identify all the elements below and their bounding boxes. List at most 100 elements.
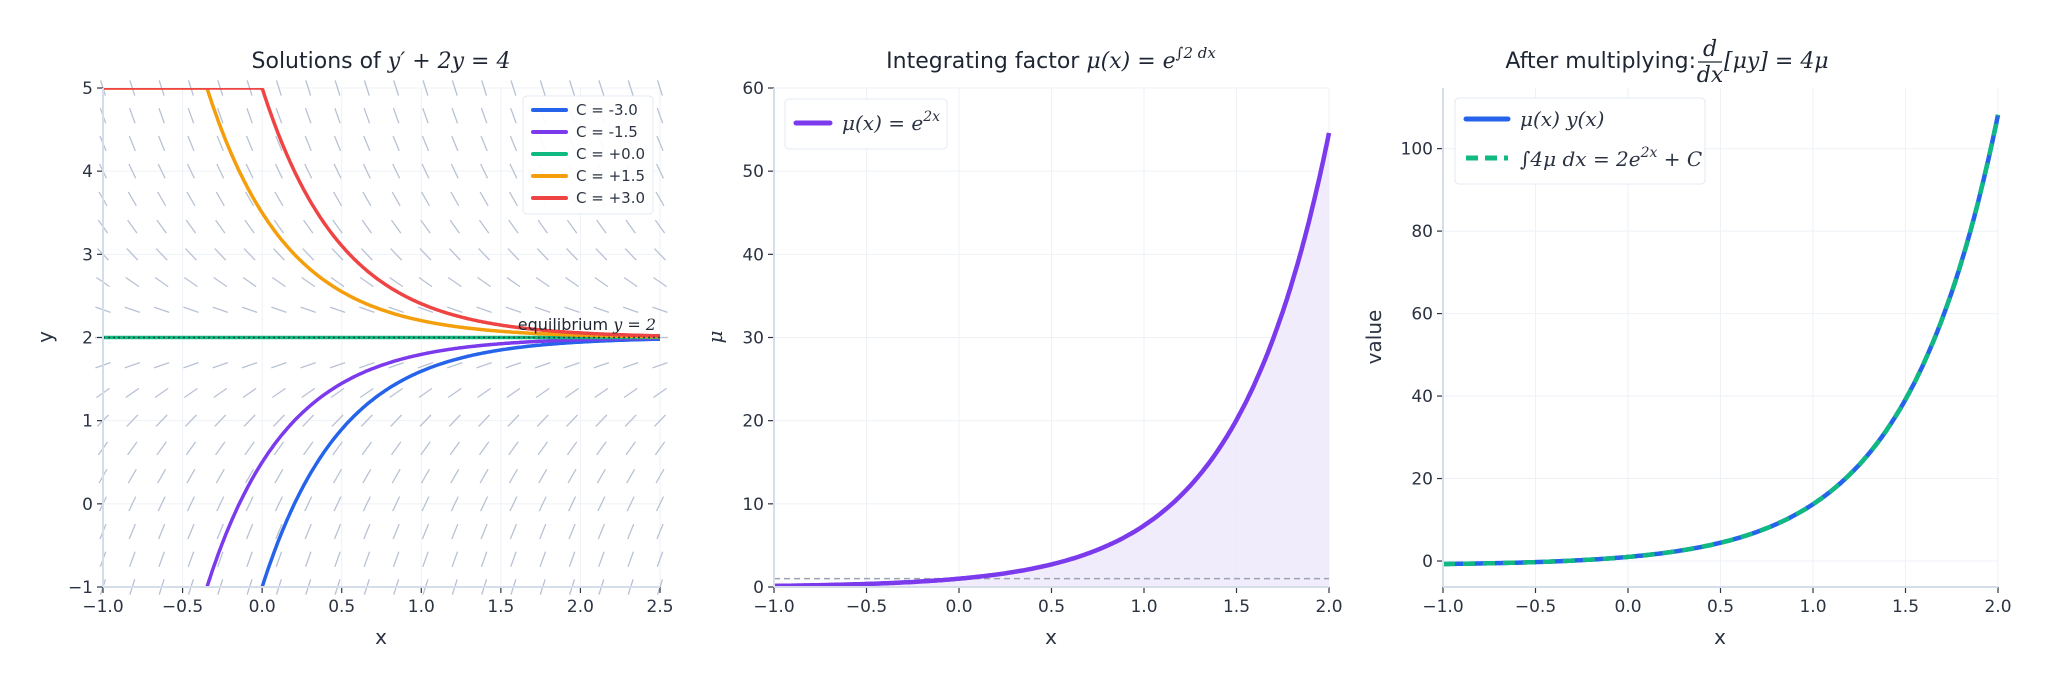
slope-segment: [596, 219, 607, 234]
slope-segment: [128, 135, 136, 152]
slope-segment: [539, 551, 547, 568]
y-tick-label: 3: [82, 245, 93, 265]
slope-segment: [242, 276, 257, 288]
slope-segment: [215, 468, 225, 484]
slope-segment: [534, 306, 551, 314]
slope-segment: [362, 496, 371, 512]
y-tick-label: 40: [742, 245, 764, 265]
slope-segment: [392, 107, 400, 124]
x-tick-label: 0.0: [945, 597, 972, 617]
slope-segment: [509, 496, 518, 512]
slope-segment: [539, 80, 546, 96]
slope-segment: [274, 496, 283, 512]
slope-segment: [418, 276, 433, 288]
slope-segment: [656, 523, 664, 540]
slope-segment: [392, 551, 400, 568]
legend: C = -3.0 C = -1.5 C = +0.0 C = +1.5 C = +3.0: [522, 95, 654, 215]
slope-segment: [363, 551, 371, 568]
slope-segment: [593, 306, 610, 314]
slope-segment: [656, 107, 664, 124]
y-axis-label: μ: [703, 331, 727, 344]
chart-title: Integrating factor μ(x) = e∫2 dx: [886, 44, 1216, 74]
slope-segment: [187, 551, 195, 568]
slope-segment: [451, 135, 459, 152]
slope-segment: [420, 219, 431, 234]
slope-segment: [393, 80, 400, 96]
slope-segment: [273, 441, 285, 456]
x-tick-label: −1.0: [1422, 597, 1463, 617]
slope-segment: [655, 163, 665, 179]
slope-segment: [301, 387, 316, 399]
slope-segment: [359, 387, 374, 399]
slope-segment: [420, 191, 431, 207]
y-tick-label: 80: [1411, 222, 1433, 242]
slope-segment: [417, 306, 434, 314]
slope-segment: [158, 551, 165, 568]
legend-label: C = -1.5: [576, 123, 638, 141]
slope-segment: [272, 248, 285, 261]
slope-segment: [478, 441, 490, 456]
slope-segment: [361, 441, 373, 456]
chart-title: Solutions of y′ + 2y = 4: [252, 49, 511, 74]
area-fill: [774, 132, 1329, 587]
slope-segment: [565, 387, 579, 399]
slope-segment: [480, 551, 488, 568]
slope-segment: [389, 276, 404, 288]
slope-segment: [245, 163, 254, 179]
slope-segment: [246, 107, 253, 124]
slope-segment: [422, 551, 429, 568]
slope-segment: [363, 107, 371, 124]
slope-segment: [127, 468, 137, 484]
y-tick-label: −1: [68, 578, 93, 598]
slope-segment: [362, 468, 372, 484]
slope-segment: [390, 414, 403, 427]
slope-segment: [421, 163, 430, 179]
panel-after-multiplying: −1.0 −0.5 0.0 0.5 1.0 1.5 2.0 0 20 40 60 80 100 Afte…: [1362, 37, 2012, 649]
slope-segment: [363, 135, 371, 152]
slope-segment: [124, 306, 141, 314]
slope-segment: [361, 219, 373, 234]
slope-segment: [216, 496, 225, 512]
slope-segment: [330, 276, 345, 288]
slope-segment: [447, 387, 462, 399]
y-tick-label: 0: [753, 578, 764, 598]
title-math: [μy] = 4μ: [1724, 49, 1829, 74]
slope-segment: [245, 191, 255, 207]
slope-segment: [624, 248, 637, 261]
slope-segment: [508, 191, 518, 207]
slope-segment: [304, 551, 312, 568]
slope-segment: [186, 468, 196, 484]
legend: μ(x) = e2x: [784, 98, 948, 150]
x-tick-label: 1.0: [1799, 597, 1826, 617]
slope-segment: [185, 441, 197, 456]
slope-segment: [392, 163, 401, 179]
slope-segment: [564, 306, 580, 314]
slope-segment: [359, 276, 374, 288]
slope-segment: [301, 276, 316, 288]
x-tick-label: 0.5: [1707, 597, 1734, 617]
slope-segment: [156, 219, 167, 234]
slope-segment: [451, 80, 458, 96]
y-tick-label: 1: [82, 412, 93, 432]
slope-segment: [157, 523, 166, 540]
x-tick-label: −0.5: [162, 597, 203, 617]
slope-segment: [448, 414, 461, 427]
slope-segment: [480, 135, 488, 152]
y-tick-label: 60: [742, 79, 764, 99]
slope-segment: [478, 219, 490, 234]
slope-segment: [622, 361, 639, 369]
slope-segment: [655, 468, 665, 484]
slope-segment: [127, 219, 138, 234]
slope-segment: [625, 441, 636, 456]
slope-segment: [334, 107, 341, 124]
slope-segment: [186, 496, 195, 512]
slope-segment: [126, 414, 139, 427]
slope-segment: [300, 306, 316, 314]
slope-segment: [244, 219, 255, 234]
slope-segment: [598, 551, 605, 568]
slope-segment: [627, 80, 634, 96]
slope-segment: [274, 163, 283, 179]
slope-segment: [509, 523, 518, 540]
slope-segment: [332, 219, 343, 234]
